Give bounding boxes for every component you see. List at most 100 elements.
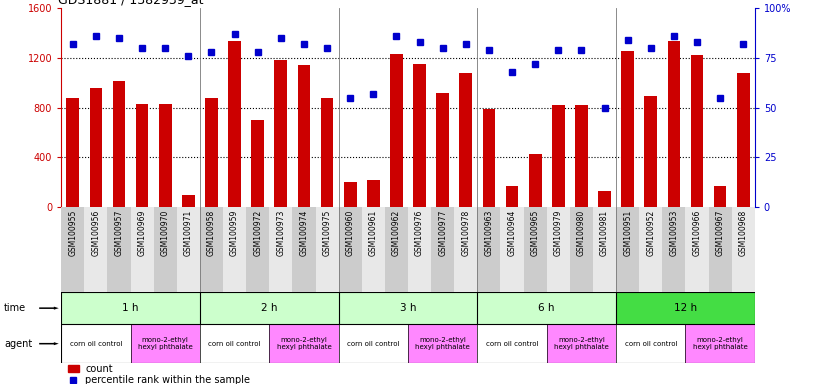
Text: 12 h: 12 h [674, 303, 697, 313]
Text: GSM100968: GSM100968 [738, 210, 747, 256]
Bar [529, 154, 542, 207]
Bar [593, 207, 616, 292]
Bar [200, 207, 223, 292]
Text: GSM100961: GSM100961 [369, 210, 378, 256]
Text: GSM100967: GSM100967 [716, 210, 725, 256]
Bar [390, 54, 403, 207]
Text: mono-2-ethyl
hexyl phthalate: mono-2-ethyl hexyl phthalate [415, 337, 470, 350]
Bar [408, 324, 477, 363]
Bar [616, 207, 639, 292]
Bar [477, 324, 547, 363]
Text: GSM100970: GSM100970 [161, 210, 170, 256]
Text: GSM100977: GSM100977 [438, 210, 447, 256]
Text: GSM100965: GSM100965 [530, 210, 539, 256]
Text: corn oil control: corn oil control [208, 341, 261, 347]
Bar [131, 207, 153, 292]
Bar [316, 207, 339, 292]
Bar [506, 185, 518, 207]
Bar [477, 292, 616, 324]
Text: GSM100971: GSM100971 [184, 210, 193, 256]
Bar [84, 207, 108, 292]
Text: GSM100962: GSM100962 [392, 210, 401, 256]
Text: GSM100957: GSM100957 [114, 210, 123, 256]
Text: GSM100981: GSM100981 [600, 210, 609, 256]
Text: 6 h: 6 h [539, 303, 555, 313]
Text: corn oil control: corn oil control [486, 341, 539, 347]
Bar [90, 88, 102, 207]
Bar [708, 207, 732, 292]
Text: mono-2-ethyl
hexyl phthalate: mono-2-ethyl hexyl phthalate [138, 337, 193, 350]
Text: GSM100964: GSM100964 [508, 210, 517, 256]
Bar [431, 207, 455, 292]
Text: time: time [4, 303, 26, 313]
Bar [645, 96, 657, 207]
Bar [61, 292, 200, 324]
Bar [552, 105, 565, 207]
Bar [361, 207, 385, 292]
Text: mono-2-ethyl
hexyl phthalate: mono-2-ethyl hexyl phthalate [554, 337, 609, 350]
Text: GSM100963: GSM100963 [485, 210, 494, 256]
Bar [66, 98, 79, 207]
Bar [524, 207, 547, 292]
Bar [413, 64, 426, 207]
Bar [455, 207, 477, 292]
Bar [482, 109, 495, 207]
Bar [223, 207, 246, 292]
Bar [135, 104, 149, 207]
Text: GSM100966: GSM100966 [693, 210, 702, 256]
Text: GSM100952: GSM100952 [646, 210, 655, 256]
Bar [339, 292, 477, 324]
Text: corn oil control: corn oil control [69, 341, 122, 347]
Text: GSM100955: GSM100955 [69, 210, 78, 256]
Bar [177, 207, 200, 292]
Bar [61, 324, 131, 363]
Text: corn oil control: corn oil control [347, 341, 400, 347]
Bar [159, 104, 171, 207]
Text: GSM100978: GSM100978 [461, 210, 470, 256]
Bar [459, 73, 472, 207]
Text: GSM100972: GSM100972 [253, 210, 262, 256]
Bar [182, 195, 195, 207]
Text: 1 h: 1 h [122, 303, 139, 313]
Text: GSM100958: GSM100958 [207, 210, 216, 256]
Bar [228, 41, 241, 207]
Bar [639, 207, 663, 292]
Text: GSM100976: GSM100976 [415, 210, 424, 256]
Bar [153, 207, 177, 292]
Bar [108, 207, 131, 292]
Text: GSM100973: GSM100973 [277, 210, 286, 256]
Bar [575, 105, 588, 207]
Text: 3 h: 3 h [400, 303, 416, 313]
Bar [292, 207, 316, 292]
Text: 2 h: 2 h [261, 303, 277, 313]
Bar [690, 55, 703, 207]
Bar [251, 120, 264, 207]
Bar [68, 364, 78, 372]
Bar [339, 207, 361, 292]
Text: GSM100969: GSM100969 [138, 210, 147, 256]
Text: count: count [86, 364, 113, 374]
Text: mono-2-ethyl
hexyl phthalate: mono-2-ethyl hexyl phthalate [693, 337, 747, 350]
Bar [367, 180, 379, 207]
Text: GSM100980: GSM100980 [577, 210, 586, 256]
Text: GSM100959: GSM100959 [230, 210, 239, 256]
Bar [408, 207, 431, 292]
Bar [621, 51, 634, 207]
Bar [274, 60, 287, 207]
Bar [477, 207, 500, 292]
Text: GSM100979: GSM100979 [554, 210, 563, 256]
Bar [616, 292, 755, 324]
Text: percentile rank within the sample: percentile rank within the sample [86, 375, 251, 384]
Bar [339, 324, 408, 363]
Bar [547, 207, 570, 292]
Text: agent: agent [4, 339, 33, 349]
Bar [714, 185, 726, 207]
Bar [437, 93, 449, 207]
Bar [385, 207, 408, 292]
Bar [685, 207, 708, 292]
Bar [61, 207, 84, 292]
Bar [570, 207, 593, 292]
Bar [131, 324, 200, 363]
Bar [500, 207, 524, 292]
Bar [547, 324, 616, 363]
